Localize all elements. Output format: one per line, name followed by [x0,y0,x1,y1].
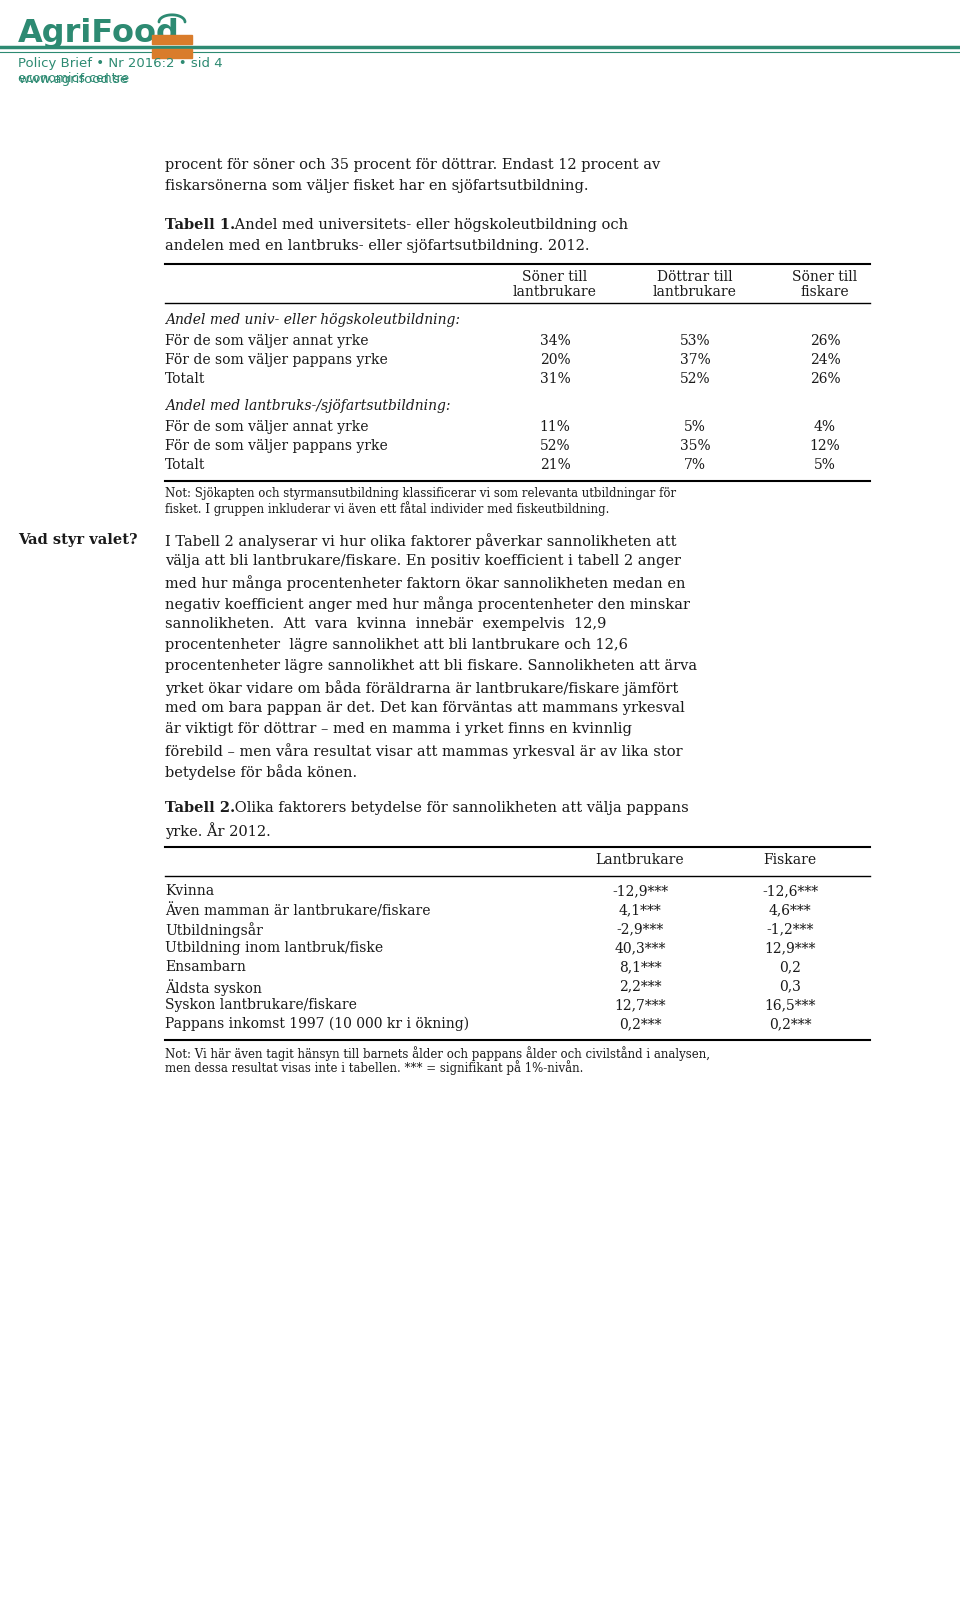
Text: men dessa resultat visas inte i tabellen. *** = signifikant på 1%-nivån.: men dessa resultat visas inte i tabellen… [165,1060,584,1075]
Text: 40,3***: 40,3*** [614,942,665,955]
Text: economics centre: economics centre [18,71,130,84]
Text: 52%: 52% [680,371,710,386]
Text: 4%: 4% [814,420,836,434]
Text: Pappans inkomst 1997 (10 000 kr i ökning): Pappans inkomst 1997 (10 000 kr i ökning… [165,1016,469,1031]
Text: För de som väljer annat yrke: För de som väljer annat yrke [165,420,369,434]
Text: 53%: 53% [680,334,710,349]
Text: Syskon lantbrukare/fiskare: Syskon lantbrukare/fiskare [165,999,357,1012]
Text: I Tabell 2 analyserar vi hur olika faktorer påverkar sannolikheten att: I Tabell 2 analyserar vi hur olika fakto… [165,533,677,550]
Text: Andel med lantbruks-/sjöfartsutbildning:: Andel med lantbruks-/sjöfartsutbildning: [165,399,450,413]
Text: med hur många procentenheter faktorn ökar sannolikheten medan en: med hur många procentenheter faktorn öka… [165,575,685,592]
Text: sannolikheten.  Att  vara  kvinna  innebär  exempelvis  12,9: sannolikheten. Att vara kvinna innebär e… [165,618,607,631]
Text: Äldsta syskon: Äldsta syskon [165,979,262,995]
Text: yrke. År 2012.: yrke. År 2012. [165,822,271,840]
Text: 0,2***: 0,2*** [769,1016,811,1031]
Text: andelen med en lantbruks- eller sjöfartsutbildning. 2012.: andelen med en lantbruks- eller sjöfarts… [165,238,589,253]
Text: 12%: 12% [809,439,840,452]
Text: 5%: 5% [684,420,706,434]
Text: -12,6***: -12,6*** [762,883,818,898]
Text: -1,2***: -1,2*** [766,922,814,935]
Text: AgriFood: AgriFood [18,18,180,49]
Text: Kvinna: Kvinna [165,883,214,898]
Text: Totalt: Totalt [165,371,205,386]
Text: negativ koefficient anger med hur många procentenheter den minskar: negativ koefficient anger med hur många … [165,597,690,611]
Text: 4,1***: 4,1*** [618,903,661,917]
Text: 8,1***: 8,1*** [618,960,661,974]
Text: 7%: 7% [684,459,706,472]
Text: lantbrukare: lantbrukare [513,285,597,298]
Text: 26%: 26% [809,371,840,386]
Text: 5%: 5% [814,459,836,472]
Text: För de som väljer annat yrke: För de som väljer annat yrke [165,334,369,349]
Text: 37%: 37% [680,353,710,366]
Text: är viktigt för döttrar – med en mamma i yrket finns en kvinnlig: är viktigt för döttrar – med en mamma i … [165,721,632,736]
Text: Andel med univ- eller högskoleutbildning:: Andel med univ- eller högskoleutbildning… [165,313,460,327]
Text: 4,6***: 4,6*** [769,903,811,917]
Text: 24%: 24% [809,353,840,366]
Text: Lantbrukare: Lantbrukare [596,853,684,867]
Text: Vad styr valet?: Vad styr valet? [18,533,137,546]
Text: Olika faktorers betydelse för sannolikheten att välja pappans: Olika faktorers betydelse för sannolikhe… [230,801,688,815]
Bar [152,36,192,44]
Text: procentenheter  lägre sannolikhet att bli lantbrukare och 12,6: procentenheter lägre sannolikhet att bli… [165,639,628,652]
Text: 52%: 52% [540,439,570,452]
Text: procentenheter lägre sannolikhet att bli fiskare. Sannolikheten att ärva: procentenheter lägre sannolikhet att bli… [165,660,697,673]
Text: 20%: 20% [540,353,570,366]
Text: lantbrukare: lantbrukare [653,285,737,298]
Text: fiskare: fiskare [801,285,850,298]
Text: Totalt: Totalt [165,459,205,472]
Text: fisket. I gruppen inkluderar vi även ett fåtal individer med fiskeutbildning.: fisket. I gruppen inkluderar vi även ett… [165,501,610,515]
Text: För de som väljer pappans yrke: För de som väljer pappans yrke [165,353,388,366]
Text: 34%: 34% [540,334,570,349]
Text: Söner till: Söner till [522,271,588,284]
Text: 26%: 26% [809,334,840,349]
Text: Även mamman är lantbrukare/fiskare: Även mamman är lantbrukare/fiskare [165,903,430,919]
Text: Fiskare: Fiskare [763,853,817,867]
Text: Not: Vi här även tagit hänsyn till barnets ålder och pappans ålder och civilstån: Not: Vi här även tagit hänsyn till barne… [165,1046,710,1060]
Text: 11%: 11% [540,420,570,434]
Text: yrket ökar vidare om båda föräldrarna är lantbrukare/fiskare jämfört: yrket ökar vidare om båda föräldrarna är… [165,679,679,695]
Text: Döttrar till: Döttrar till [658,271,732,284]
Text: 0,2: 0,2 [780,960,801,974]
Text: 0,3: 0,3 [780,979,801,994]
Text: Utbildning inom lantbruk/fiske: Utbildning inom lantbruk/fiske [165,942,383,955]
Text: 2,2***: 2,2*** [619,979,661,994]
Text: -12,9***: -12,9*** [612,883,668,898]
Bar [152,49,192,58]
Text: 21%: 21% [540,459,570,472]
Text: Tabell 1.: Tabell 1. [165,217,235,232]
Text: Not: Sjökapten och styrmansutbildning klassificerar vi som relevanta utbildninga: Not: Sjökapten och styrmansutbildning kl… [165,486,676,499]
Text: Utbildningsår: Utbildningsår [165,922,263,939]
Text: Söner till: Söner till [792,271,857,284]
Text: -2,9***: -2,9*** [616,922,663,935]
Text: procent för söner och 35 procent för döttrar. Endast 12 procent av: procent för söner och 35 procent för döt… [165,157,660,172]
Text: Tabell 2.: Tabell 2. [165,801,235,815]
Text: 0,2***: 0,2*** [619,1016,661,1031]
Text: förebild – men våra resultat visar att mammas yrkesval är av lika stor: förebild – men våra resultat visar att m… [165,742,683,759]
Text: 12,7***: 12,7*** [614,999,665,1012]
Text: www.agrifood.se: www.agrifood.se [18,73,128,86]
Text: Andel med universitets- eller högskoleutbildning och: Andel med universitets- eller högskoleut… [230,217,628,232]
Text: 12,9***: 12,9*** [764,942,816,955]
Text: 35%: 35% [680,439,710,452]
Text: med om bara pappan är det. Det kan förväntas att mammans yrkesval: med om bara pappan är det. Det kan förvä… [165,700,684,715]
Text: välja att bli lantbrukare/fiskare. En positiv koefficient i tabell 2 anger: välja att bli lantbrukare/fiskare. En po… [165,554,681,567]
Text: 16,5***: 16,5*** [764,999,816,1012]
Text: 31%: 31% [540,371,570,386]
Text: För de som väljer pappans yrke: För de som väljer pappans yrke [165,439,388,452]
Text: Policy Brief • Nr 2016:2 • sid 4: Policy Brief • Nr 2016:2 • sid 4 [18,57,223,70]
Text: fiskarsönerna som väljer fisket har en sjöfartsutbildning.: fiskarsönerna som väljer fisket har en s… [165,178,588,193]
Text: Ensambarn: Ensambarn [165,960,246,974]
Text: betydelse för båda könen.: betydelse för båda könen. [165,763,357,780]
